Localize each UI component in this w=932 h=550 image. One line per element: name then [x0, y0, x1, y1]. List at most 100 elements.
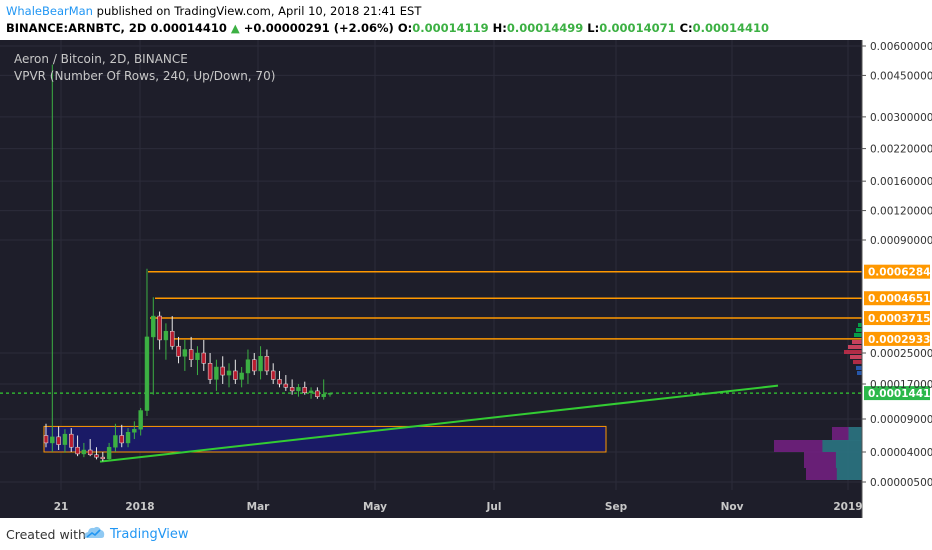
resistance-label: 0.00046518: [868, 293, 932, 305]
y-tick-label: 0.00000500: [870, 477, 932, 489]
candle-body: [201, 352, 206, 364]
volume-bar: [856, 328, 862, 332]
candle-body: [264, 356, 270, 372]
tradingview-brand[interactable]: TradingView: [110, 527, 189, 542]
price-chart[interactable]: 0.00062841 0.00046518 0.00037150 0.00029335…: [0, 40, 932, 518]
candle-body: [315, 390, 320, 397]
candle-body: [207, 363, 213, 380]
candle-body: [69, 433, 74, 448]
candle-body: [176, 345, 181, 357]
y-tick-label: 0.00090000: [870, 235, 932, 247]
y-tick-label: 0.00017000: [870, 379, 932, 391]
candle-body: [327, 392, 333, 395]
publish-line: WhaleBearMan published on TradingView.co…: [6, 4, 421, 18]
volume-bar-up: [848, 427, 862, 441]
candle-body: [151, 315, 156, 338]
footer: Created with TradingView: [0, 518, 932, 550]
candle-body: [81, 449, 87, 455]
volume-bar: [854, 333, 862, 337]
candle-body: [220, 366, 225, 376]
candle-body: [163, 330, 169, 341]
candle-body: [233, 370, 238, 380]
candle-body: [289, 387, 295, 392]
candle-body: [144, 336, 150, 411]
change-up-icon: ▲: [230, 21, 240, 35]
last-price-label: 0.00014410: [868, 388, 932, 400]
symbol-label: BINANCE:ARNBTC, 2D: [6, 21, 147, 35]
volume-bar: [858, 323, 862, 327]
low-label: L:: [587, 21, 600, 35]
candle-body: [182, 349, 188, 357]
change-value: +0.00000291 (+2.06%): [243, 21, 394, 35]
candle-body: [87, 449, 93, 456]
last-price-label-bg: [864, 386, 930, 401]
y-tick-label: 0.00004000: [870, 447, 932, 459]
x-tick-label: 2019: [833, 501, 862, 513]
x-tick-label: Mar: [247, 501, 271, 513]
candle-body: [138, 410, 143, 430]
trendline-line: [99, 384, 779, 463]
candle-body: [62, 433, 68, 445]
published-text: published on TradingView.com, April 10, …: [96, 4, 422, 18]
y-tick-label: 0.00450000: [870, 70, 932, 82]
candle-body: [132, 428, 137, 433]
candle-body: [302, 387, 307, 394]
price-axis-background: [862, 40, 932, 518]
candles: [43, 64, 333, 462]
candle-body: [56, 436, 61, 445]
resistance-label: 0.00062841: [868, 267, 932, 279]
candle-body: [106, 446, 112, 460]
volume-bar: [853, 360, 862, 364]
open-value: 0.00014119: [412, 21, 489, 35]
candle-body: [321, 394, 326, 397]
volume-bar: [848, 345, 862, 349]
chart-header: WhaleBearMan published on TradingView.co…: [0, 0, 932, 40]
resistance-label-bg: [864, 311, 930, 326]
volume-profile: [774, 323, 862, 480]
candle-body: [125, 431, 131, 444]
y-axis: 0.00600000 0.00450000 0.00300000 0.00220000…: [861, 40, 932, 518]
volume-bar: [856, 366, 862, 370]
tradingview-logo-icon: [84, 526, 105, 538]
high-value: 0.00014499: [506, 21, 584, 35]
candle-body: [43, 435, 49, 444]
candle-body: [75, 446, 80, 455]
candle-body: [283, 383, 289, 388]
candle-body: [157, 315, 162, 341]
resistance-label: 0.00037150: [868, 313, 932, 325]
volume-bar: [850, 355, 862, 359]
open-label: O:: [397, 21, 413, 35]
candle-body: [277, 379, 282, 385]
candle-body: [270, 370, 276, 380]
volume-bar-up: [836, 468, 862, 480]
y-tick-label: 0.00300000: [870, 112, 932, 124]
candle-body: [214, 366, 219, 380]
support-zone: [43, 425, 607, 453]
candle-body: [188, 349, 194, 360]
resistance-label-bg: [864, 331, 930, 346]
y-tick-label: 0.00120000: [870, 206, 932, 218]
candle-body: [195, 352, 200, 360]
y-tick-label: 0.00160000: [870, 176, 932, 188]
candle-body: [308, 390, 314, 394]
volume-bar-up: [835, 452, 862, 468]
y-tick-label: 0.00220000: [870, 144, 932, 156]
candle-body: [296, 387, 301, 392]
candle-body: [170, 330, 175, 347]
close-label: C:: [679, 21, 693, 35]
candle-body: [245, 359, 251, 374]
candle-body: [113, 435, 118, 448]
x-tick-label: 21: [54, 501, 69, 513]
author-link[interactable]: WhaleBearMan: [6, 4, 93, 18]
y-tick-label: 0.00025000: [870, 348, 932, 360]
indicator-label[interactable]: VPVR (Number Of Rows, 240, Up/Down, 70): [14, 69, 276, 83]
symbol-line: BINANCE:ARNBTC, 2D 0.00014410 ▲ +0.00000…: [6, 21, 769, 35]
resistance-label-bg: [864, 264, 930, 279]
y-tick-label: 0.00009000: [870, 414, 932, 426]
candle-body: [258, 356, 263, 372]
candle-body: [239, 372, 244, 380]
x-tick-label: Nov: [721, 501, 744, 513]
candle-body: [226, 370, 232, 376]
created-with-label: Created with: [6, 527, 86, 542]
x-axis: 21 2018 Mar May Jul Sep Nov 2019: [54, 501, 863, 513]
